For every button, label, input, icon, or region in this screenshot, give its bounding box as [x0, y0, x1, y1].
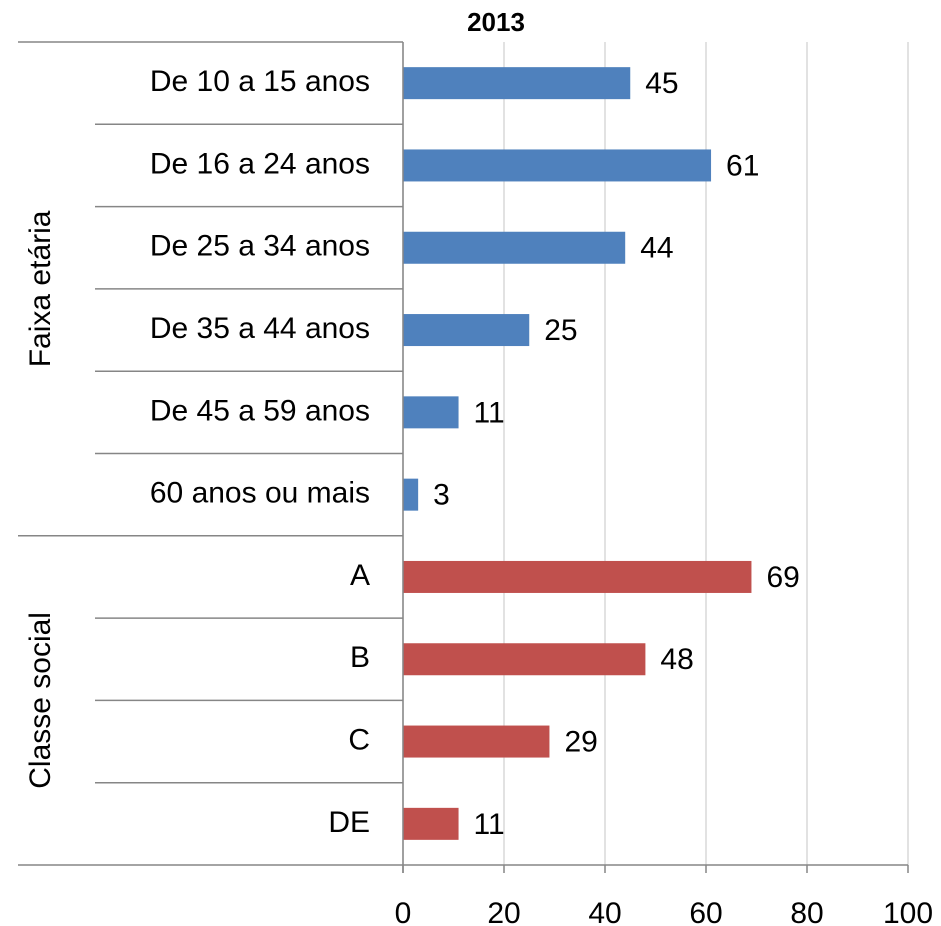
y-tick-label: A [350, 559, 370, 592]
bar [403, 149, 712, 182]
chart-title: 2013 [467, 7, 525, 37]
data-label: 11 [474, 808, 505, 841]
y-tick-label: DE [328, 806, 370, 839]
x-tick-label: 100 [883, 897, 933, 926]
x-tick-label: 0 [395, 897, 412, 926]
data-label: 61 [726, 149, 759, 182]
x-tick-label: 60 [689, 897, 722, 926]
y-tick-label: B [350, 641, 370, 674]
y-tick-label: De 16 a 24 anos [150, 147, 370, 180]
y-tick-label: 60 anos ou mais [150, 477, 370, 510]
bar [403, 396, 459, 429]
bar [403, 560, 752, 593]
x-tick-label: 80 [790, 897, 823, 926]
y-tick-label: De 45 a 59 anos [150, 394, 370, 427]
bar [403, 478, 419, 511]
data-label: 44 [640, 232, 673, 265]
data-label: 29 [564, 725, 597, 758]
bar [403, 67, 631, 100]
group-label: Classe social [24, 612, 57, 789]
data-label: 48 [660, 643, 693, 676]
data-label: 69 [766, 561, 799, 594]
x-tick-label: 40 [588, 897, 621, 926]
bar [403, 231, 626, 264]
bar [403, 314, 530, 347]
y-tick-label: De 35 a 44 anos [150, 312, 370, 345]
x-tick-label: 20 [487, 897, 520, 926]
y-tick-label: De 10 a 15 anos [150, 65, 370, 98]
bar [403, 725, 550, 758]
data-label: 3 [433, 479, 450, 512]
bar [403, 807, 459, 840]
data-label: 11 [474, 396, 505, 429]
group-label: Faixa etária [24, 210, 57, 367]
data-label: 25 [544, 314, 577, 347]
y-tick-label: De 25 a 34 anos [150, 230, 370, 263]
data-label: 45 [645, 67, 678, 100]
bar [403, 643, 646, 676]
y-tick-label: C [348, 723, 370, 756]
